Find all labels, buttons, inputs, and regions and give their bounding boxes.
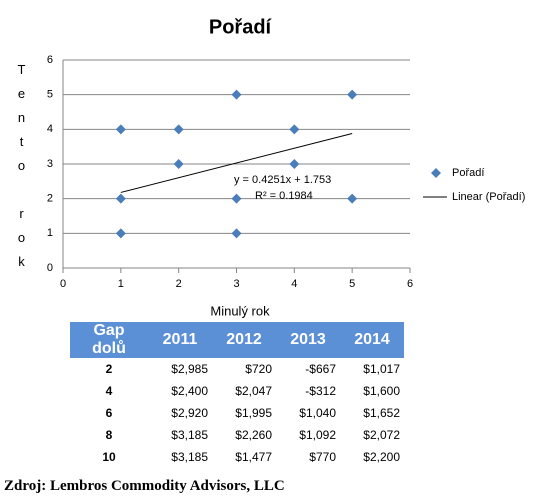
y-tick-label: 2 (47, 193, 53, 205)
data-table: Gap dolů 2011 2012 2013 2014 2 $2,985 $720 -$667… (70, 322, 404, 468)
point (231, 193, 242, 204)
header-row: Gap dolů 2011 2012 2013 2014 (70, 322, 404, 358)
chart: Pořadí Minulý rok 0 1 2 3 4 5 6 0 1 2 3 4 5 6 Pořadí Li… (47, 16, 526, 318)
table-cell: -$312 (305, 384, 336, 398)
header-cell: 2011 (148, 322, 212, 358)
table-cell: $3,185 (171, 428, 208, 442)
point (115, 193, 126, 204)
y-axis-label: Tento rok (14, 62, 29, 278)
table-row: 10 $3,185 $1,477 $770 $2,200 (70, 446, 404, 468)
table-cell: 8 (105, 428, 113, 442)
header-cell: 2012 (212, 322, 276, 358)
x-tick-label: 4 (291, 278, 297, 290)
x-tick-label: 5 (349, 278, 355, 290)
table-cell: $770 (309, 450, 336, 464)
y-tick-label: 4 (47, 123, 53, 135)
table-cell: $1,477 (235, 450, 272, 464)
table-cell: 6 (105, 406, 113, 420)
x-tick-label: 1 (118, 278, 124, 290)
x-tick-label: 3 (233, 278, 239, 290)
x-tick-label: 2 (176, 278, 182, 290)
table-cell: $1,995 (235, 406, 272, 420)
point (173, 124, 184, 135)
legend-label: Linear (Pořadí) (452, 191, 525, 203)
table-cell: -$667 (305, 362, 336, 376)
source: Zdroj: Lembros Commodity Advisors, LLC (4, 478, 285, 494)
table-row: 2 $2,985 $720 -$667 $1,017 (70, 358, 404, 380)
table-cell: $2,260 (235, 428, 272, 442)
point (347, 89, 358, 100)
table-row: 4 $2,400 $2,047 -$312 $1,600 (70, 380, 404, 402)
y-tick-label: 6 (47, 54, 53, 66)
legend-label: Pořadí (452, 167, 484, 179)
x-tick-label: 6 (407, 278, 413, 290)
point (231, 89, 242, 100)
annotation: R² = 0.1984 (255, 190, 313, 202)
point (289, 159, 300, 169)
table-cell: $2,200 (363, 450, 400, 464)
table-cell: $2,920 (171, 406, 208, 420)
header-cell: 2014 (340, 322, 404, 358)
table-cell: $1,600 (363, 384, 400, 398)
point (347, 193, 358, 204)
table-body: 2 $2,985 $720 -$667 $1,017 4 $2,400 $2,047 -$312… (70, 358, 404, 468)
point (231, 228, 242, 239)
legend-marker (431, 168, 441, 178)
y-tick-label: 1 (47, 227, 53, 239)
table-cell: $720 (245, 362, 272, 376)
point (173, 159, 184, 169)
table-cell: $1,017 (363, 362, 400, 376)
table-cell: 4 (105, 384, 113, 398)
table-cell: $1,040 (299, 406, 336, 420)
header-cell: Gap dolů (70, 322, 148, 358)
table-cell: 2 (105, 362, 113, 376)
y-tick-label: 5 (47, 89, 53, 101)
table-cell: $2,047 (235, 384, 272, 398)
annotation: y = 0.4251x + 1.753 (234, 174, 331, 186)
y-tick-label: 3 (47, 158, 53, 170)
table-row: 8 $3,185 $2,260 $1,092 $2,072 (70, 424, 404, 446)
table-cell: $2,400 (171, 384, 208, 398)
table-cell: $3,185 (171, 450, 208, 464)
x-tick-label: 0 (60, 278, 66, 290)
x-axis-label: Minulý rok (210, 303, 270, 318)
table-cell: $2,985 (171, 362, 208, 376)
table-cell: $1,092 (299, 428, 336, 442)
table-cell: 10 (102, 450, 116, 464)
header-cell: 2013 (276, 322, 340, 358)
y-tick-label: 0 (47, 262, 53, 274)
point (115, 124, 126, 135)
table-cell: $1,652 (363, 406, 400, 420)
table-row: 6 $2,920 $1,995 $1,040 $1,652 (70, 402, 404, 424)
table-cell: $2,072 (363, 428, 400, 442)
point (289, 124, 300, 135)
point (115, 228, 126, 239)
trend-line (120, 133, 353, 193)
chart-title: Pořadí (209, 16, 273, 38)
